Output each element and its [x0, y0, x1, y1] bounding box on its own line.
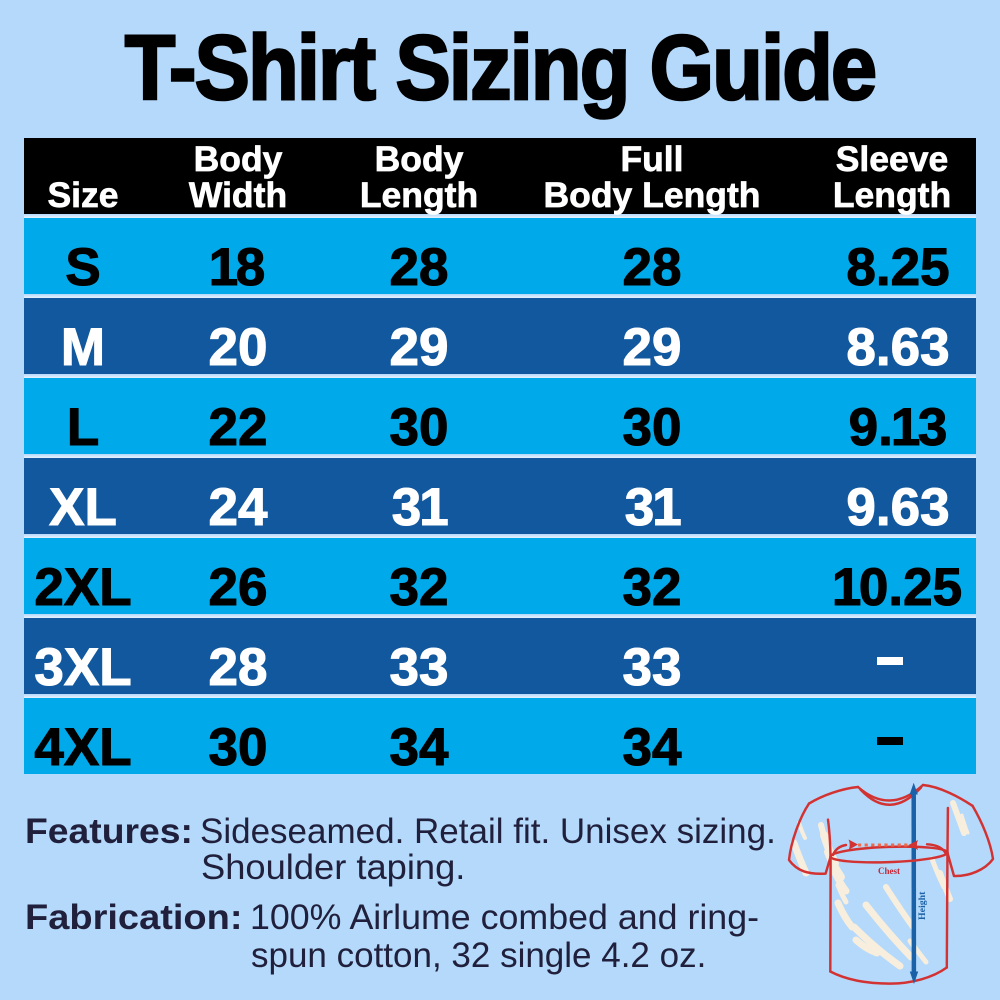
- svg-text:Chest: Chest: [878, 866, 900, 876]
- svg-text:Height: Height: [917, 891, 928, 920]
